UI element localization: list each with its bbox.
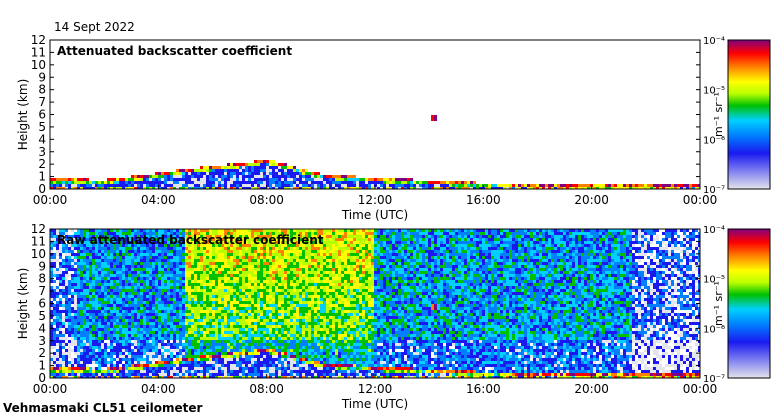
y-tick-label: 7 — [38, 95, 46, 109]
colorbar-label: m⁻¹ sr⁻¹ — [712, 281, 725, 326]
y-tick-label: 12 — [31, 222, 46, 236]
x-tick-label: 08:00 — [249, 382, 284, 396]
y-tick-label: 6 — [38, 108, 46, 122]
y-tick-label: 7 — [38, 284, 46, 298]
colorbar — [727, 228, 771, 379]
x-tick-label: 04:00 — [141, 382, 176, 396]
y-tick-label: 9 — [38, 259, 46, 273]
colorbar-tick-label: 10⁻⁵ — [703, 86, 725, 97]
x-tick-label: 16:00 — [466, 193, 501, 207]
y-tick-label: 6 — [38, 297, 46, 311]
y-axis-label: Height (km) — [16, 79, 30, 150]
heatmap-cells — [50, 115, 700, 189]
colorbar — [727, 39, 771, 190]
y-tick-label: 4 — [38, 132, 46, 146]
x-axis-label: Time (UTC) — [341, 397, 408, 411]
y-tick-label: 9 — [38, 70, 46, 84]
y-tick-label: 11 — [31, 234, 46, 248]
colorbar-label: m⁻¹ sr⁻¹ — [712, 92, 725, 137]
instrument-label: Vehmasmaki CL51 ceilometer — [3, 401, 203, 415]
colorbar-tick-label: 10⁻⁷ — [703, 374, 725, 385]
panel-raw-attenuated-backscatter: Raw attenuated backscatter coefficient01… — [16, 222, 771, 411]
x-axis-label: Time (UTC) — [341, 208, 408, 222]
y-tick-label: 1 — [38, 170, 46, 184]
x-tick-label: 08:00 — [249, 193, 284, 207]
panel-attenuated-backscatter: Attenuated backscatter coefficient012345… — [16, 33, 771, 222]
y-tick-label: 2 — [38, 346, 46, 360]
x-tick-label: 00:00 — [33, 382, 68, 396]
colorbar-tick-label: 10⁻⁶ — [703, 135, 725, 146]
x-tick-label: 04:00 — [141, 193, 176, 207]
y-tick-label: 0 — [38, 182, 46, 196]
y-tick-label: 8 — [38, 83, 46, 97]
x-tick-label: 16:00 — [466, 382, 501, 396]
x-tick-label: 00:00 — [683, 382, 718, 396]
y-tick-label: 3 — [38, 334, 46, 348]
x-tick-label: 20:00 — [574, 193, 609, 207]
y-tick-label: 0 — [38, 371, 46, 385]
x-tick-label: 00:00 — [683, 193, 718, 207]
y-tick-label: 2 — [38, 157, 46, 171]
colorbar-tick-label: 10⁻⁴ — [703, 225, 725, 236]
date-label: 14 Sept 2022 — [54, 20, 135, 34]
x-tick-label: 20:00 — [574, 382, 609, 396]
x-tick-label: 12:00 — [358, 382, 393, 396]
y-tick-label: 10 — [31, 247, 46, 261]
y-tick-label: 10 — [31, 58, 46, 72]
y-tick-label: 1 — [38, 359, 46, 373]
y-tick-label: 5 — [38, 309, 46, 323]
panel-title: Attenuated backscatter coefficient — [57, 44, 292, 58]
panel-title: Raw attenuated backscatter coefficient — [57, 233, 324, 247]
plot-frame — [49, 39, 701, 190]
colorbar-tick-label: 10⁻⁶ — [703, 324, 725, 335]
y-tick-label: 4 — [38, 321, 46, 335]
y-tick-label: 11 — [31, 45, 46, 59]
colorbar-tick-label: 10⁻⁴ — [703, 36, 725, 47]
x-tick-label: 00:00 — [33, 193, 68, 207]
colorbar-tick-label: 10⁻⁵ — [703, 275, 725, 286]
colorbar-tick-label: 10⁻⁷ — [703, 185, 725, 196]
heatmap-cells — [50, 229, 700, 378]
y-tick-label: 8 — [38, 272, 46, 286]
y-tick-label: 12 — [31, 33, 46, 47]
y-tick-label: 3 — [38, 145, 46, 159]
y-tick-label: 5 — [38, 120, 46, 134]
x-tick-label: 12:00 — [358, 193, 393, 207]
y-axis-label: Height (km) — [16, 268, 30, 339]
